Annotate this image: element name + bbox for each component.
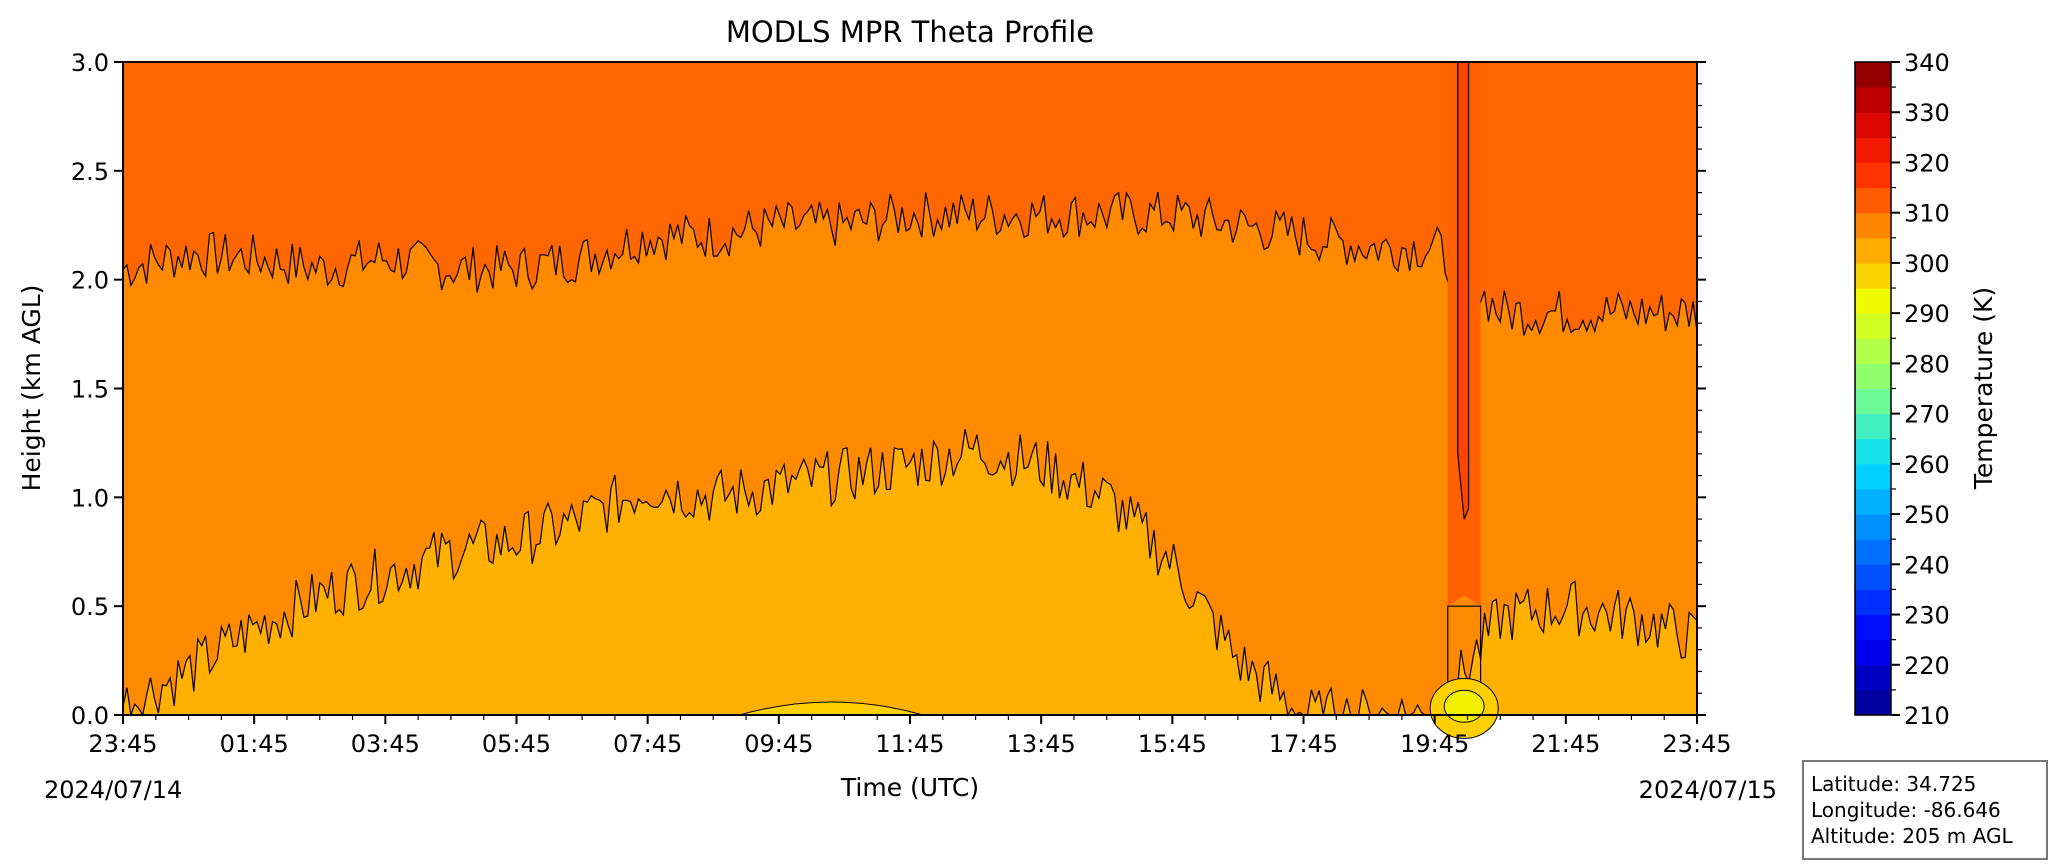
colorbar-segment (1855, 664, 1891, 691)
end-date-label: 2024/07/15 (1639, 776, 1777, 804)
colorbar-tick-label: 300 (1904, 250, 1950, 278)
colorbar-tick-label: 310 (1904, 200, 1950, 228)
colorbar-segment (1855, 539, 1891, 565)
colorbar-segment (1855, 564, 1891, 590)
colorbar-segment (1855, 313, 1891, 339)
colorbar-tick-label: 320 (1904, 149, 1950, 177)
colorbar-segment (1855, 488, 1891, 515)
colorbar-segment (1855, 338, 1891, 364)
colorbar-segment (1855, 689, 1891, 716)
x-tick-label: 03:45 (351, 730, 420, 758)
x-tick-label: 23:45 (1662, 730, 1731, 758)
y-tick-label: 0.5 (71, 593, 109, 621)
start-date-label: 2024/07/14 (44, 776, 182, 804)
colorbar-tick-label: 270 (1904, 401, 1950, 429)
y-tick-label: 2.5 (71, 158, 109, 186)
y-tick-label: 0.0 (71, 702, 109, 730)
x-tick-label: 01:45 (220, 730, 289, 758)
colorbar-segment (1855, 413, 1891, 440)
x-axis-label: Time (UTC) (840, 773, 979, 802)
x-tick-label: 21:45 (1531, 730, 1600, 758)
colorbar-segment (1855, 288, 1891, 314)
chart-title: MODLS MPR Theta Profile (726, 15, 1094, 49)
colorbar-segment (1855, 614, 1891, 641)
colorbar-segment (1855, 589, 1891, 616)
boundary-layer-region (123, 429, 1697, 715)
storm-column-region (1457, 61, 1470, 520)
colorbar-tick-label: 210 (1904, 702, 1950, 730)
colorbar-tick-label: 260 (1904, 451, 1950, 479)
x-tick-label: 19:45 (1400, 730, 1469, 758)
colorbar-tick-label: 220 (1904, 652, 1950, 680)
colorbar-segment (1855, 212, 1891, 239)
y-tick-label: 1.5 (71, 376, 109, 404)
y-tick-label: 3.0 (71, 49, 109, 77)
x-tick-label: 15:45 (1138, 730, 1207, 758)
colorbar-segment (1855, 514, 1891, 540)
colorbar-tick-label: 330 (1904, 99, 1950, 127)
altitude-text: Altitude: 205 m AGL (1811, 824, 2013, 848)
station-info-box: Latitude: 34.725 Longitude: -86.646 Alti… (1802, 760, 2048, 860)
x-tick-label: 13:45 (1007, 730, 1076, 758)
colorbar-segment (1855, 463, 1891, 490)
colorbar-tick-label: 290 (1904, 300, 1950, 328)
colorbar-segment (1855, 363, 1891, 389)
colorbar-tick-label: 340 (1904, 49, 1950, 77)
x-tick-label: 09:45 (744, 730, 813, 758)
longitude-text: Longitude: -86.646 (1811, 798, 2001, 822)
colorbar-segment (1855, 87, 1891, 113)
y-axis-label: Height (km AGL) (17, 285, 46, 492)
colorbar-segment (1855, 187, 1891, 214)
x-tick-label: 17:45 (1269, 730, 1338, 758)
x-tick-label: 07:45 (613, 730, 682, 758)
colorbar-segment (1855, 237, 1891, 264)
y-tick-label: 2.0 (71, 267, 109, 295)
colorbar: 210 220 230 240 250 260 270 280 290 300 310 320 330 3… (1854, 49, 1950, 730)
plot-area (122, 61, 1698, 739)
colorbar-tick-label: 230 (1904, 602, 1950, 630)
colorbar-segment (1855, 639, 1891, 666)
colorbar-tick-label: 280 (1904, 350, 1950, 378)
surface-warm-strip (739, 701, 924, 716)
x-tick-label: 05:45 (482, 730, 551, 758)
y-tick-label: 1.0 (71, 484, 109, 512)
colorbar-tick-label: 240 (1904, 551, 1950, 579)
colorbar-segment (1855, 62, 1891, 88)
colorbar-tick-label: 250 (1904, 501, 1950, 529)
colorbar-segment (1855, 262, 1891, 289)
upper-contour-line (122, 191, 1698, 336)
colorbar-label: Temperature (K) (1969, 287, 1998, 490)
y-axis: 0.0 0.5 1.0 1.5 2.0 2.5 3.0 (71, 49, 1706, 730)
x-tick-label: 11:45 (875, 730, 944, 758)
colorbar-segment (1855, 388, 1891, 415)
latitude-text: Latitude: 34.725 (1811, 772, 1976, 796)
surface-hot-spot (1443, 689, 1485, 723)
colorbar-segment (1855, 137, 1891, 163)
x-tick-label: 23:45 (88, 730, 157, 758)
colorbar-segment (1855, 112, 1891, 138)
colorbar-segment (1855, 438, 1891, 465)
x-axis: 23:45 01:45 03:45 05:45 07:45 09:45 11:45 13:45… (88, 715, 1732, 758)
colorbar-segment (1855, 162, 1891, 189)
